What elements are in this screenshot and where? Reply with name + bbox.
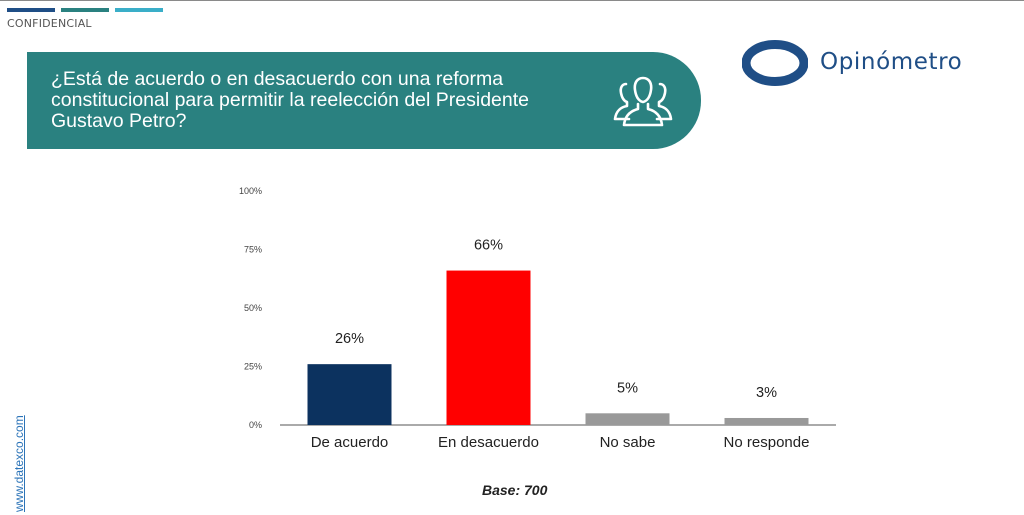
people-group-icon [613, 76, 673, 127]
y-tick-label: 25% [244, 362, 262, 372]
confidential-label: CONFIDENCIAL [7, 17, 92, 30]
category-label: De acuerdo [311, 434, 389, 451]
base-note-text: Base: 700 [482, 482, 548, 498]
y-tick-label: 0% [249, 420, 262, 430]
accent-bar-cyan [115, 8, 163, 12]
category-label: No sabe [600, 434, 656, 451]
logo-text: Opinómetro [820, 49, 963, 75]
category-label: No responde [724, 434, 810, 451]
bar [724, 417, 809, 425]
bar [446, 270, 531, 425]
y-tick-label: 100% [239, 186, 262, 196]
top-border-line [0, 0, 1024, 1]
accent-bar-navy [7, 8, 55, 12]
bar-value-label: 66% [474, 238, 503, 254]
bar-value-label: 5% [617, 380, 638, 396]
bar-value-label: 26% [335, 331, 364, 347]
bar [585, 413, 670, 425]
opinometro-logo: Opinómetro [741, 40, 962, 86]
question-banner: ¿Está de acuerdo o en desacuerdo con una… [27, 52, 701, 149]
y-tick-label: 75% [244, 245, 262, 255]
accent-bar-teal [61, 8, 109, 12]
bar [307, 364, 392, 425]
bar-value-label: 3% [756, 385, 777, 401]
opinometro-ring-icon [741, 40, 809, 86]
category-label: En desacuerdo [438, 434, 539, 451]
question-text: ¿Está de acuerdo o en desacuerdo con una… [51, 68, 529, 132]
y-tick-label: 50% [244, 303, 262, 313]
